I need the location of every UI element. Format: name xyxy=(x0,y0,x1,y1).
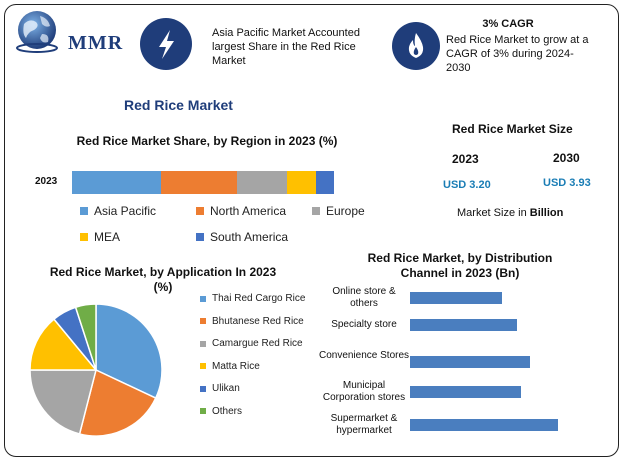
size-year-2030: 2030 xyxy=(553,151,580,165)
size-value-2023: USD 3.20 xyxy=(443,179,491,191)
legend-item-europe: Europe xyxy=(312,204,365,218)
brand-name: MMR xyxy=(68,32,124,54)
pie-slice xyxy=(29,318,98,371)
size-value-2030: USD 3.93 xyxy=(543,177,591,189)
legend-swatch xyxy=(80,207,88,215)
pie-legend-item: Camargue Red Rice xyxy=(200,338,303,349)
pie-slice xyxy=(78,368,157,437)
region-legend: Asia Pacific North America Europe MEA So… xyxy=(80,204,380,250)
legend-swatch xyxy=(200,408,206,414)
legend-label: Camargue Red Rice xyxy=(212,338,303,349)
channel-category-label: Municipal Corporation stores xyxy=(322,380,406,403)
lightning-badge xyxy=(140,18,192,70)
cagr-text: Red Rice Market to grow at a CAGR of 3% … xyxy=(446,34,589,74)
legend-label: Matta Rice xyxy=(212,360,260,372)
region-stacked-bar xyxy=(72,171,334,194)
application-chart-title: Red Rice Market, by Application In 2023 … xyxy=(49,265,277,294)
globe-icon xyxy=(16,11,58,53)
legend-label: North America xyxy=(210,204,287,218)
pie-legend-item: Thai Red Cargo Rice xyxy=(200,293,305,304)
legend-label: Bhutanese Red Rice xyxy=(212,315,304,327)
market-size-title: Red Rice Market Size xyxy=(452,122,573,136)
pie-legend-item: Matta Rice xyxy=(200,361,260,372)
pie-legend-item: Ulikan xyxy=(200,383,240,394)
region-bar-segment xyxy=(161,171,238,194)
channel-bar xyxy=(410,356,531,368)
channel-category-label: Specialty store xyxy=(331,319,397,330)
pie-legend-item: Bhutanese Red Rice xyxy=(200,316,304,327)
legend-label: Europe xyxy=(326,204,365,218)
channel-category-label: Online store & others xyxy=(332,286,396,309)
legend-item-mea: MEA xyxy=(80,230,120,244)
legend-swatch xyxy=(200,340,206,347)
legend-swatch xyxy=(312,207,320,215)
legend-item-south-america: South America xyxy=(196,230,288,244)
legend-swatch xyxy=(200,295,206,302)
region-bar-segment xyxy=(237,171,287,194)
pie-slice xyxy=(95,303,163,400)
mmr-logo: MMR xyxy=(12,8,130,58)
note-prefix: Market Size in xyxy=(457,207,530,219)
legend-label: MEA xyxy=(94,230,121,244)
pie-slice xyxy=(74,303,97,371)
legend-label: Asia Pacific xyxy=(94,204,157,218)
legend-item-asia-pacific: Asia Pacific xyxy=(80,204,156,218)
region-category-label: 2023 xyxy=(35,176,58,187)
pie-legend-item: Others xyxy=(200,406,242,417)
channel-bar-chart: Online store & others Specialty store Conv… xyxy=(318,283,610,443)
channel-bar xyxy=(410,386,522,398)
legend-label: Ulikan xyxy=(212,383,240,394)
pie-slice xyxy=(29,369,97,435)
channel-chart-title: Red Rice Market, by Distribution Channel… xyxy=(367,251,553,280)
page-title: Red Rice Market xyxy=(124,97,233,113)
legend-swatch xyxy=(200,363,206,369)
application-legend: Thai Red Cargo Rice Bhutanese Red Rice Cam… xyxy=(200,293,320,423)
legend-swatch xyxy=(196,207,204,215)
channel-bar xyxy=(410,292,503,304)
lightning-icon xyxy=(159,30,174,59)
flame-badge xyxy=(392,22,440,70)
region-bar-segment xyxy=(315,171,334,194)
legend-label: South America xyxy=(210,230,289,244)
region-bar-segment xyxy=(286,171,316,194)
size-year-2023: 2023 xyxy=(452,152,479,166)
application-pie-chart xyxy=(29,303,163,437)
cagr-title: 3% CAGR xyxy=(482,18,534,30)
market-size-note: Market Size in Billion xyxy=(457,207,563,219)
channel-bar xyxy=(410,319,518,331)
channel-category-label: Convenience Stores xyxy=(318,350,410,361)
region-chart-title: Red Rice Market Share, by Region in 2023… xyxy=(76,134,338,148)
highlight-text: Asia Pacific Market Accounted largest Sh… xyxy=(212,27,360,67)
region-bar-segment xyxy=(72,171,162,194)
legend-swatch xyxy=(200,385,206,392)
channel-category-label: Supermarket & hypermarket xyxy=(330,413,398,436)
note-unit: Billion xyxy=(529,207,564,219)
legend-label: Others xyxy=(212,405,243,417)
legend-label: Thai Red Cargo Rice xyxy=(212,293,306,304)
legend-swatch xyxy=(200,318,206,324)
flame-icon xyxy=(408,33,424,58)
legend-swatch xyxy=(196,233,204,241)
legend-swatch xyxy=(80,233,88,241)
legend-item-north-america: North America xyxy=(196,204,286,218)
channel-bar xyxy=(410,419,559,431)
